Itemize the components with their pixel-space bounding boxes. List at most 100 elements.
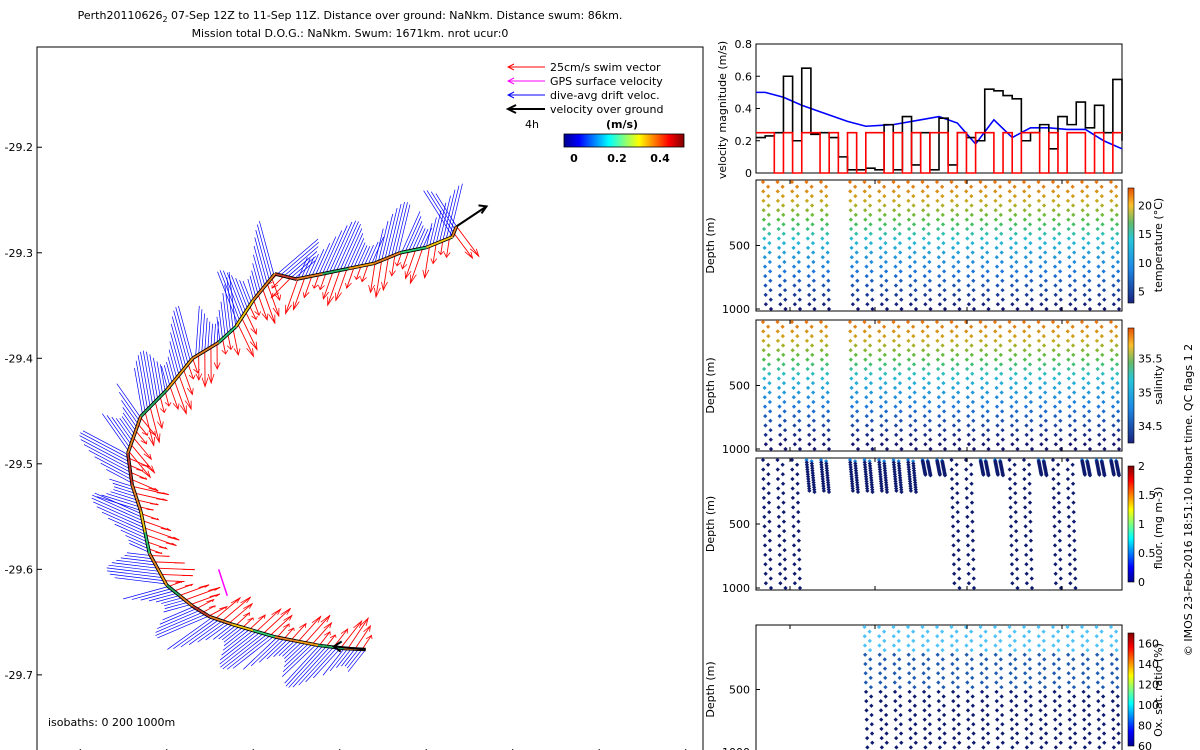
- section-data-point: [892, 348, 897, 353]
- section-data-point: [994, 689, 999, 694]
- section-data-point: [767, 399, 773, 405]
- section-data-point: [1071, 241, 1077, 246]
- section-data-point: [921, 217, 926, 222]
- section-data-point: [955, 666, 960, 671]
- section-data-point: [1014, 399, 1019, 405]
- section-data-point: [805, 348, 810, 353]
- swim-arrow-head: [143, 453, 153, 461]
- swim-vector: [128, 457, 150, 468]
- section-data-point: [926, 362, 931, 367]
- drift-vector: [381, 213, 394, 261]
- section-data-point: [949, 329, 954, 334]
- track-segment: [126, 453, 134, 486]
- section-data-point: [852, 324, 858, 329]
- section-data-point: [869, 428, 875, 433]
- section-data-point: [819, 226, 825, 232]
- swim-arrow-head: [148, 430, 157, 437]
- track-line: [126, 204, 489, 653]
- isobaths-label: isobaths: 0 200 1000m: [48, 716, 175, 729]
- legend-drift-label: dive-avg drift veloc.: [550, 89, 660, 102]
- section-data-point: [1029, 278, 1034, 283]
- section-data-point: [1066, 524, 1072, 529]
- section-data-point: [1073, 306, 1078, 312]
- section-data-point: [911, 463, 916, 469]
- section-data-point: [913, 485, 918, 490]
- section-data-point: [1013, 241, 1019, 246]
- section-data-point: [908, 413, 913, 419]
- section-data-point: [853, 222, 859, 227]
- drift-vector: [384, 207, 398, 260]
- section-data-point: [883, 269, 889, 274]
- section-data-point: [927, 712, 932, 718]
- section-data-point: [1042, 657, 1047, 662]
- section-data-point: [804, 457, 809, 463]
- section-data-point: [1086, 269, 1092, 274]
- drift-vector: [408, 221, 423, 252]
- section-data-point: [912, 480, 918, 485]
- section-data-point: [854, 269, 860, 274]
- section-data-point: [892, 469, 897, 474]
- section-data-point: [912, 371, 917, 376]
- section-data-point: [954, 472, 959, 477]
- section-data-point: [1052, 376, 1057, 381]
- section-data-point: [1080, 643, 1085, 648]
- section-data-point: [940, 362, 946, 367]
- section-data-point: [1029, 428, 1034, 433]
- swim-arrow-head: [271, 284, 279, 289]
- section-data-point: [979, 376, 984, 381]
- section-data-point: [1027, 362, 1033, 367]
- swim-arrow-head: [213, 362, 221, 370]
- section-data-point: [811, 250, 816, 255]
- section-data-point: [971, 418, 976, 423]
- track-segment: [166, 584, 181, 597]
- section-data-point: [978, 189, 983, 194]
- swim-vector: [266, 283, 280, 317]
- section-data-point: [819, 357, 825, 362]
- section-data-point: [1070, 472, 1075, 477]
- section-data-point: [978, 329, 983, 334]
- section-data-point: [1028, 381, 1033, 386]
- section-data-point: [878, 395, 883, 400]
- swim-arrow-head: [268, 314, 276, 325]
- section-data-point: [783, 437, 788, 442]
- section-data-point: [1056, 343, 1061, 348]
- section-data-point: [1014, 259, 1019, 265]
- section-data-point: [969, 648, 974, 653]
- section-data-point: [971, 297, 976, 302]
- section-data-point: [992, 319, 998, 325]
- section-data-point: [768, 306, 774, 312]
- section-data-point: [952, 432, 957, 438]
- section-data-point: [964, 189, 969, 194]
- section-data-point: [849, 472, 854, 477]
- section-data-point: [790, 189, 795, 194]
- section-data-point: [1038, 395, 1043, 400]
- drift-vector: [148, 592, 177, 602]
- track-segment: [139, 511, 146, 533]
- section-data-point: [877, 643, 882, 648]
- section-data-point: [999, 269, 1005, 274]
- section-data-point: [850, 273, 855, 279]
- section-data-point: [936, 698, 941, 704]
- section-data-point: [869, 259, 874, 265]
- section-data-point: [850, 442, 856, 447]
- section-data-point: [1038, 404, 1043, 409]
- section-data-point: [968, 462, 974, 467]
- section-data-point: [896, 203, 902, 208]
- section-data-point: [891, 189, 896, 194]
- drift-vector: [166, 362, 173, 384]
- section-data-point: [952, 581, 957, 586]
- section-data-point: [820, 245, 825, 250]
- section-data-point: [927, 278, 932, 283]
- section-data-point: [892, 652, 897, 657]
- section-data-point: [949, 198, 955, 203]
- section-data-point: [995, 283, 1000, 288]
- section-data-point: [867, 343, 873, 348]
- section-data-point: [1066, 385, 1072, 390]
- section-data-point: [1058, 288, 1063, 293]
- section-data-point: [951, 413, 956, 419]
- drift-vector: [432, 210, 442, 245]
- section-data-point: [1043, 703, 1048, 708]
- section-data-point: [995, 413, 1000, 419]
- section-data-point: [797, 288, 802, 293]
